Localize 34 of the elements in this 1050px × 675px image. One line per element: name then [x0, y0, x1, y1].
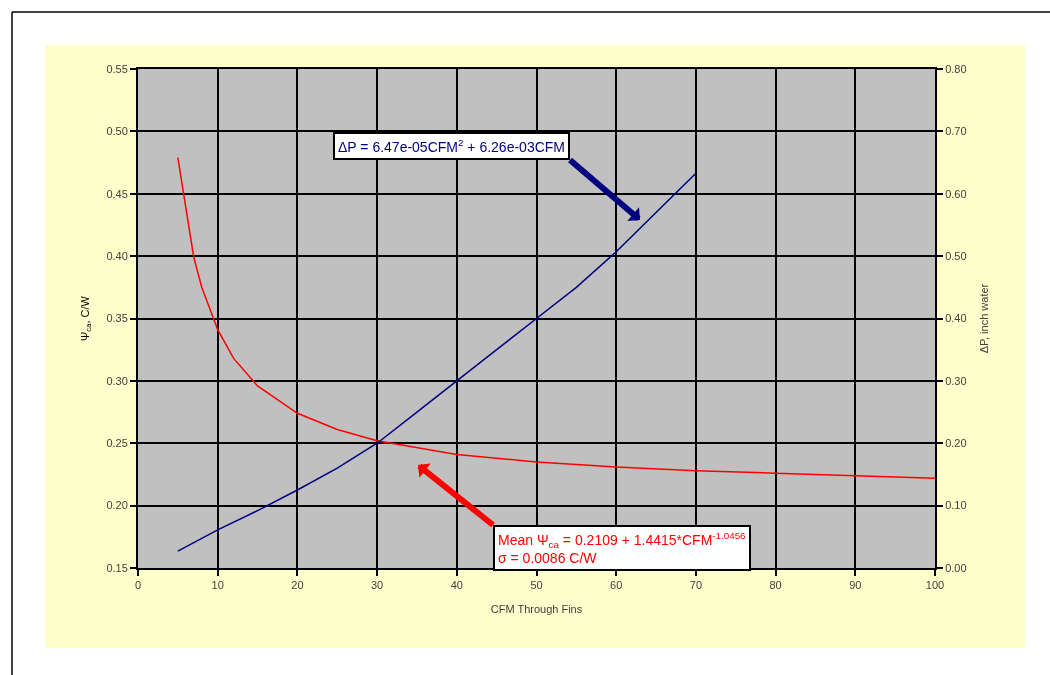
y-tick-label: 0.35: [106, 312, 128, 325]
y2-tick-label: 0.50: [945, 249, 967, 262]
x-axis-title: CFM Through Fins: [490, 602, 583, 615]
y-tick-label: 0.55: [106, 62, 128, 75]
y-tick-label: 0.45: [106, 187, 128, 200]
y-tick-label: 0.15: [106, 561, 128, 574]
x-tick-label: 70: [689, 579, 703, 592]
x-tick-label: 80: [769, 579, 782, 592]
y-tick-label: 0.20: [106, 499, 128, 512]
x-tick-label: 10: [211, 579, 224, 592]
y2-tick-label: 0.80: [945, 62, 967, 75]
y2-tick-label: 0.40: [945, 312, 967, 325]
annotation: ΔP = 6.47e-05CFM$^{2}$ + 6.26e-03CFM: [338, 137, 565, 155]
y2-tick-label: 0.30: [945, 374, 967, 387]
y2-axis-title: ΔP, inch water: [978, 283, 991, 354]
y2-tick-label: 0.20: [945, 437, 967, 450]
text: Mean Ψ$_{ca}$ = 0.2109 + 1.4415*CFM$^{-1.0456}$ σ = 0.0086 C/W: [498, 530, 746, 567]
y-tick-label: 0.25: [106, 437, 128, 450]
x-tick-label: 50: [530, 579, 543, 592]
y2-tick-label: 0.00: [945, 561, 967, 574]
y-tick-label: 0.30: [106, 374, 128, 387]
x-tick-label: 30: [370, 579, 384, 592]
x-tick-label: 90: [849, 579, 862, 592]
y-tick-label: 0.50: [106, 125, 128, 138]
x-tick-label: 60: [610, 579, 623, 592]
x-tick-label: 40: [450, 579, 463, 592]
y2-tick-label: 0.60: [945, 187, 967, 200]
x-tick-label: 20: [291, 579, 304, 592]
line-series: [177, 156, 935, 479]
x-tick-label: 100: [925, 579, 945, 592]
x-tick-label: 0: [134, 579, 142, 592]
y-tick-label: 0.40: [106, 249, 128, 262]
y2-tick-label: 0.70: [945, 125, 967, 138]
y2-tick-label: 0.10: [945, 499, 967, 512]
